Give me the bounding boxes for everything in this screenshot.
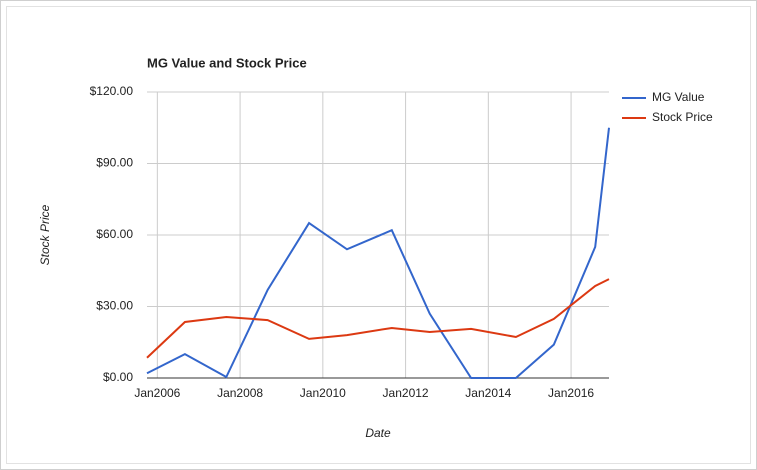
y-tick-label: $90.00 — [96, 156, 133, 170]
legend-label: MG Value — [652, 90, 705, 104]
x-tick-label: Jan2006 — [134, 386, 180, 400]
series-line — [146, 127, 610, 379]
y-tick-label: $0.00 — [103, 370, 133, 384]
y-axis-title: Stock Price — [38, 204, 52, 265]
x-tick-label: Jan2014 — [465, 386, 511, 400]
x-tick-label: Jan2016 — [548, 386, 594, 400]
x-tick-label: Jan2010 — [300, 386, 346, 400]
legend-label: Stock Price — [652, 110, 713, 124]
y-tick-label: $60.00 — [96, 227, 133, 241]
y-tick-label: $120.00 — [90, 84, 134, 98]
y-tick-label: $30.00 — [96, 299, 133, 313]
x-tick-label: Jan2012 — [383, 386, 429, 400]
chart-title: MG Value and Stock Price — [147, 55, 307, 70]
x-tick-label: Jan2008 — [217, 386, 263, 400]
x-axis-title: Date — [365, 426, 391, 440]
series-line — [146, 278, 610, 359]
